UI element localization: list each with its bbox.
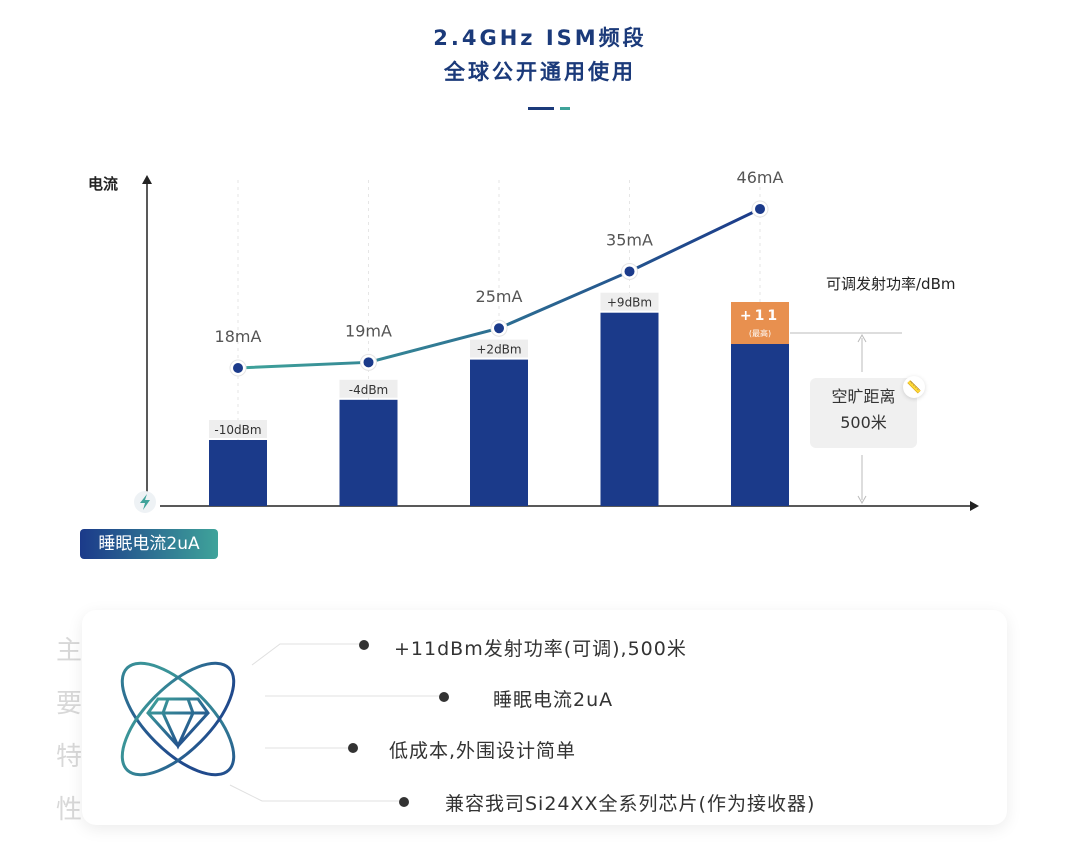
current-label: 25mA <box>476 287 523 306</box>
bar-label: +2dBm <box>476 343 521 357</box>
current-label: 46mA <box>737 168 784 187</box>
x-axis-label: 可调发射功率/dBm <box>826 275 955 293</box>
feature-item: +11dBm发射功率(可调),500米 <box>394 638 687 660</box>
side-char: 主 <box>56 636 83 666</box>
bar--10dBm <box>209 440 267 506</box>
bar-label-bg <box>339 379 398 398</box>
bullet-dot <box>439 692 449 702</box>
lightning-icon <box>140 494 150 510</box>
features-card <box>82 610 1007 825</box>
title-line-2: 全球公开通用使用 <box>444 60 636 84</box>
bar-label-bg <box>600 292 659 311</box>
current-point <box>755 203 765 214</box>
bullet-dot <box>399 797 409 807</box>
distance-label: 空旷距离 <box>831 387 896 406</box>
feature-item: 低成本,外围设计简单 <box>389 740 577 762</box>
features-side-title: 主 要 特 性 <box>56 625 86 837</box>
bar--4dBm <box>339 399 398 506</box>
distance-box: 空旷距离 500米 <box>810 378 917 448</box>
bar-+9dBm <box>600 312 659 506</box>
feature-item: 兼容我司Si24XX全系列芯片(作为接收器) <box>445 793 816 815</box>
bar-max-segment <box>731 302 789 344</box>
side-char: 性 <box>56 795 83 825</box>
side-char: 特 <box>56 742 83 772</box>
current-label: 18mA <box>215 327 262 346</box>
bar-label: -4dBm <box>349 383 389 397</box>
diamond-atom-icon <box>120 661 236 777</box>
bullet-dot <box>359 640 369 650</box>
bar-label: -10dBm <box>214 423 261 437</box>
current-point <box>494 323 504 334</box>
title-line-1: 2.4GHz ISM频段 <box>433 26 647 50</box>
side-char: 要 <box>56 689 83 719</box>
current-label: 35mA <box>606 230 653 249</box>
sleep-current-badge: 睡眠电流2uA <box>80 529 218 559</box>
bar-label-bg <box>470 339 528 358</box>
y-axis-arrow <box>142 175 152 184</box>
bar-label: +9dBm <box>607 296 652 310</box>
bar-label: +11 <box>740 308 780 324</box>
feature-item: 睡眠电流2uA <box>493 689 614 711</box>
chart: 电流 可调发射功率/dBm -10dBm -4dBm +2dBm +9dBm +11 (最… <box>88 168 979 513</box>
bar-+11 <box>731 344 789 506</box>
current-point <box>233 363 243 373</box>
bar-+2dBm <box>470 359 528 506</box>
ruler-icon: 📏 <box>903 376 925 398</box>
bullet-dot <box>348 743 358 753</box>
distance-value: 500米 <box>840 413 887 432</box>
title-divider-accent <box>560 107 570 110</box>
current-point <box>363 357 374 368</box>
current-point <box>624 266 635 277</box>
x-axis-arrow <box>970 501 979 511</box>
title-divider <box>528 107 554 110</box>
y-axis-label: 电流 <box>88 175 118 193</box>
bar-label-bg <box>209 420 267 438</box>
current-label: 19mA <box>345 321 392 340</box>
max-note: (最高) <box>749 328 771 338</box>
